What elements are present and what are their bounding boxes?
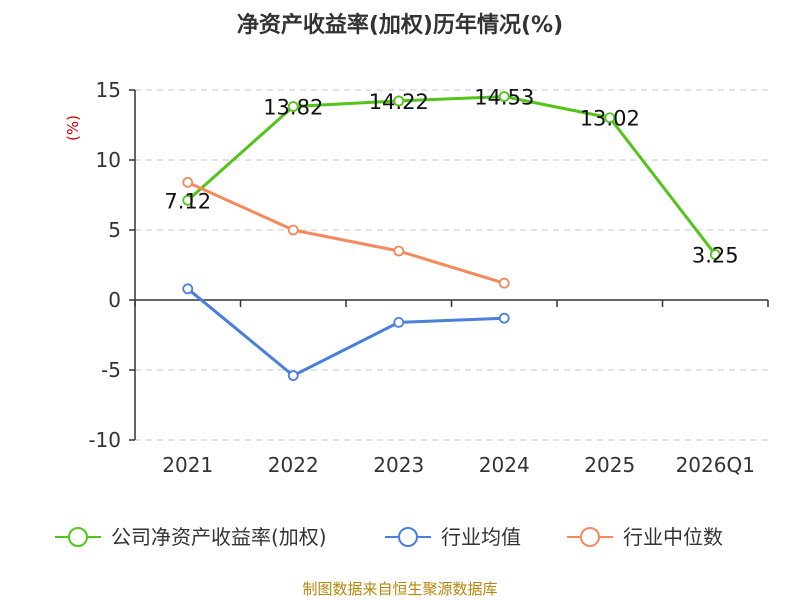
series-line-0 xyxy=(186,95,717,256)
y-tick-label: -10 xyxy=(88,428,121,452)
source-note: 制图数据来自恒生聚源数据库 xyxy=(302,580,497,598)
x-tick-label: 2023 xyxy=(373,453,424,477)
x-tick-label: 2025 xyxy=(584,453,635,477)
data-labels: 7.12 13.82 14.22 14.53 13.02 3.25 xyxy=(164,86,738,268)
x-tick-label: 2021 xyxy=(162,453,213,477)
data-label: 3.25 xyxy=(692,244,739,268)
legend-marker xyxy=(68,527,88,547)
data-point xyxy=(498,91,510,102)
data-point xyxy=(498,277,510,289)
axes xyxy=(129,89,769,441)
data-point xyxy=(182,176,194,188)
y-tick-label: 0 xyxy=(108,288,121,312)
data-point xyxy=(498,312,510,324)
data-label: 7.12 xyxy=(164,189,211,213)
data-point xyxy=(287,101,299,112)
series-line-1 xyxy=(186,287,505,378)
data-point xyxy=(393,245,405,257)
data-point xyxy=(393,95,405,107)
data-point xyxy=(287,370,299,382)
data-label: 13.02 xyxy=(580,107,640,131)
data-label: 14.53 xyxy=(474,86,534,110)
legend-label: 行业均值 xyxy=(441,525,521,549)
y-tick-label: 15 xyxy=(96,78,121,102)
data-point xyxy=(709,249,721,260)
legend-label: 公司净资产收益率(加权) xyxy=(111,525,327,549)
series-layer xyxy=(182,91,721,382)
data-label: 13.82 xyxy=(263,96,323,120)
series-line-2 xyxy=(187,181,505,285)
data-label: 14.22 xyxy=(369,90,429,114)
x-tick-label: 2024 xyxy=(479,453,530,477)
legend: 公司净资产收益率(加权) 行业均值 行业中位数 xyxy=(55,525,723,549)
chart-title: 净资产收益率(加权)历年情况(%) xyxy=(237,12,563,38)
y-tick-label: -5 xyxy=(101,358,121,382)
grid-lines xyxy=(135,89,768,441)
data-point xyxy=(604,112,616,124)
y-tick-label: 10 xyxy=(96,148,121,172)
data-point xyxy=(287,224,299,236)
legend-label: 行业中位数 xyxy=(623,525,723,549)
data-point xyxy=(393,316,405,328)
x-tick-label: 2022 xyxy=(268,453,319,477)
axis-ticks: 15 10 5 0 -5 -10 2021 2022 2023 2024 2025 2026Q1 xyxy=(88,78,755,477)
data-point xyxy=(182,283,194,295)
legend-marker xyxy=(398,527,418,547)
legend-marker xyxy=(580,527,600,547)
x-tick-label: 2026Q1 xyxy=(676,453,755,477)
y-tick-label: 5 xyxy=(108,218,121,242)
y-axis-label: (%) xyxy=(64,115,82,141)
data-point xyxy=(182,194,194,206)
